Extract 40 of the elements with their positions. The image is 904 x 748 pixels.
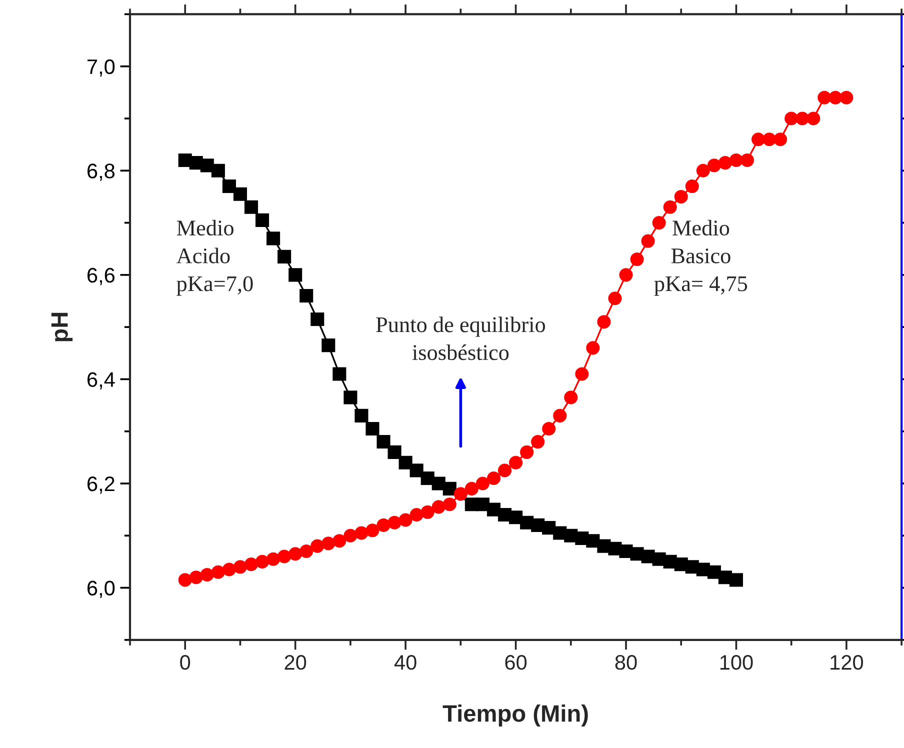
x-tick-label: 20 (284, 655, 306, 670)
x-tick-label: 80 (615, 655, 637, 670)
y-tick-label: 6,4 (88, 372, 115, 390)
x-tick-label: 40 (394, 655, 416, 670)
point (344, 390, 358, 404)
point (354, 408, 368, 422)
point (332, 367, 346, 381)
point (310, 312, 324, 326)
y-tick-label: 6,2 (88, 476, 114, 494)
point (222, 180, 236, 194)
point (432, 476, 446, 490)
point (211, 164, 225, 178)
point (366, 422, 380, 436)
point (322, 338, 336, 352)
y-axis-title: pH (51, 312, 73, 342)
point (266, 232, 280, 246)
point (255, 213, 270, 227)
point (288, 268, 302, 282)
point (410, 464, 424, 478)
annotation: Medio Acido pKa=7,0 (176, 220, 253, 296)
y-tick-label: 6,0 (88, 580, 115, 598)
x-tick-label: 120 (830, 655, 864, 670)
point (278, 250, 292, 264)
point (376, 435, 390, 449)
point (388, 445, 402, 459)
x-axis-title: Tiempo (Min) (442, 704, 588, 726)
point (244, 200, 258, 214)
annotation: Punto de equilibrio isosbéstico (376, 316, 546, 360)
x-tick-label: 0 (180, 655, 190, 670)
y-tick-label: 7,0 (88, 59, 115, 77)
point (442, 482, 456, 496)
y-tick-label: 6,6 (88, 268, 114, 286)
point (398, 456, 412, 470)
x-tick-label: 100 (720, 655, 753, 670)
y-tick-label: 6,8 (88, 164, 115, 181)
point (729, 573, 743, 587)
annotation: Medio Basico pKa= 4,75 (654, 220, 748, 296)
point (233, 187, 247, 201)
x-tick-label: 60 (505, 655, 527, 670)
point (300, 289, 314, 303)
